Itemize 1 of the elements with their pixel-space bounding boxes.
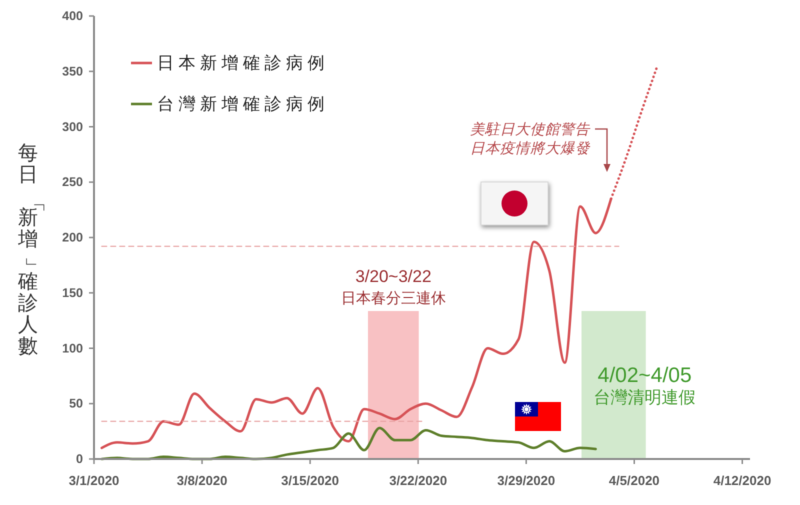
annotation: 美駐日大使館警告日本疫情將大爆發 [470,122,590,157]
